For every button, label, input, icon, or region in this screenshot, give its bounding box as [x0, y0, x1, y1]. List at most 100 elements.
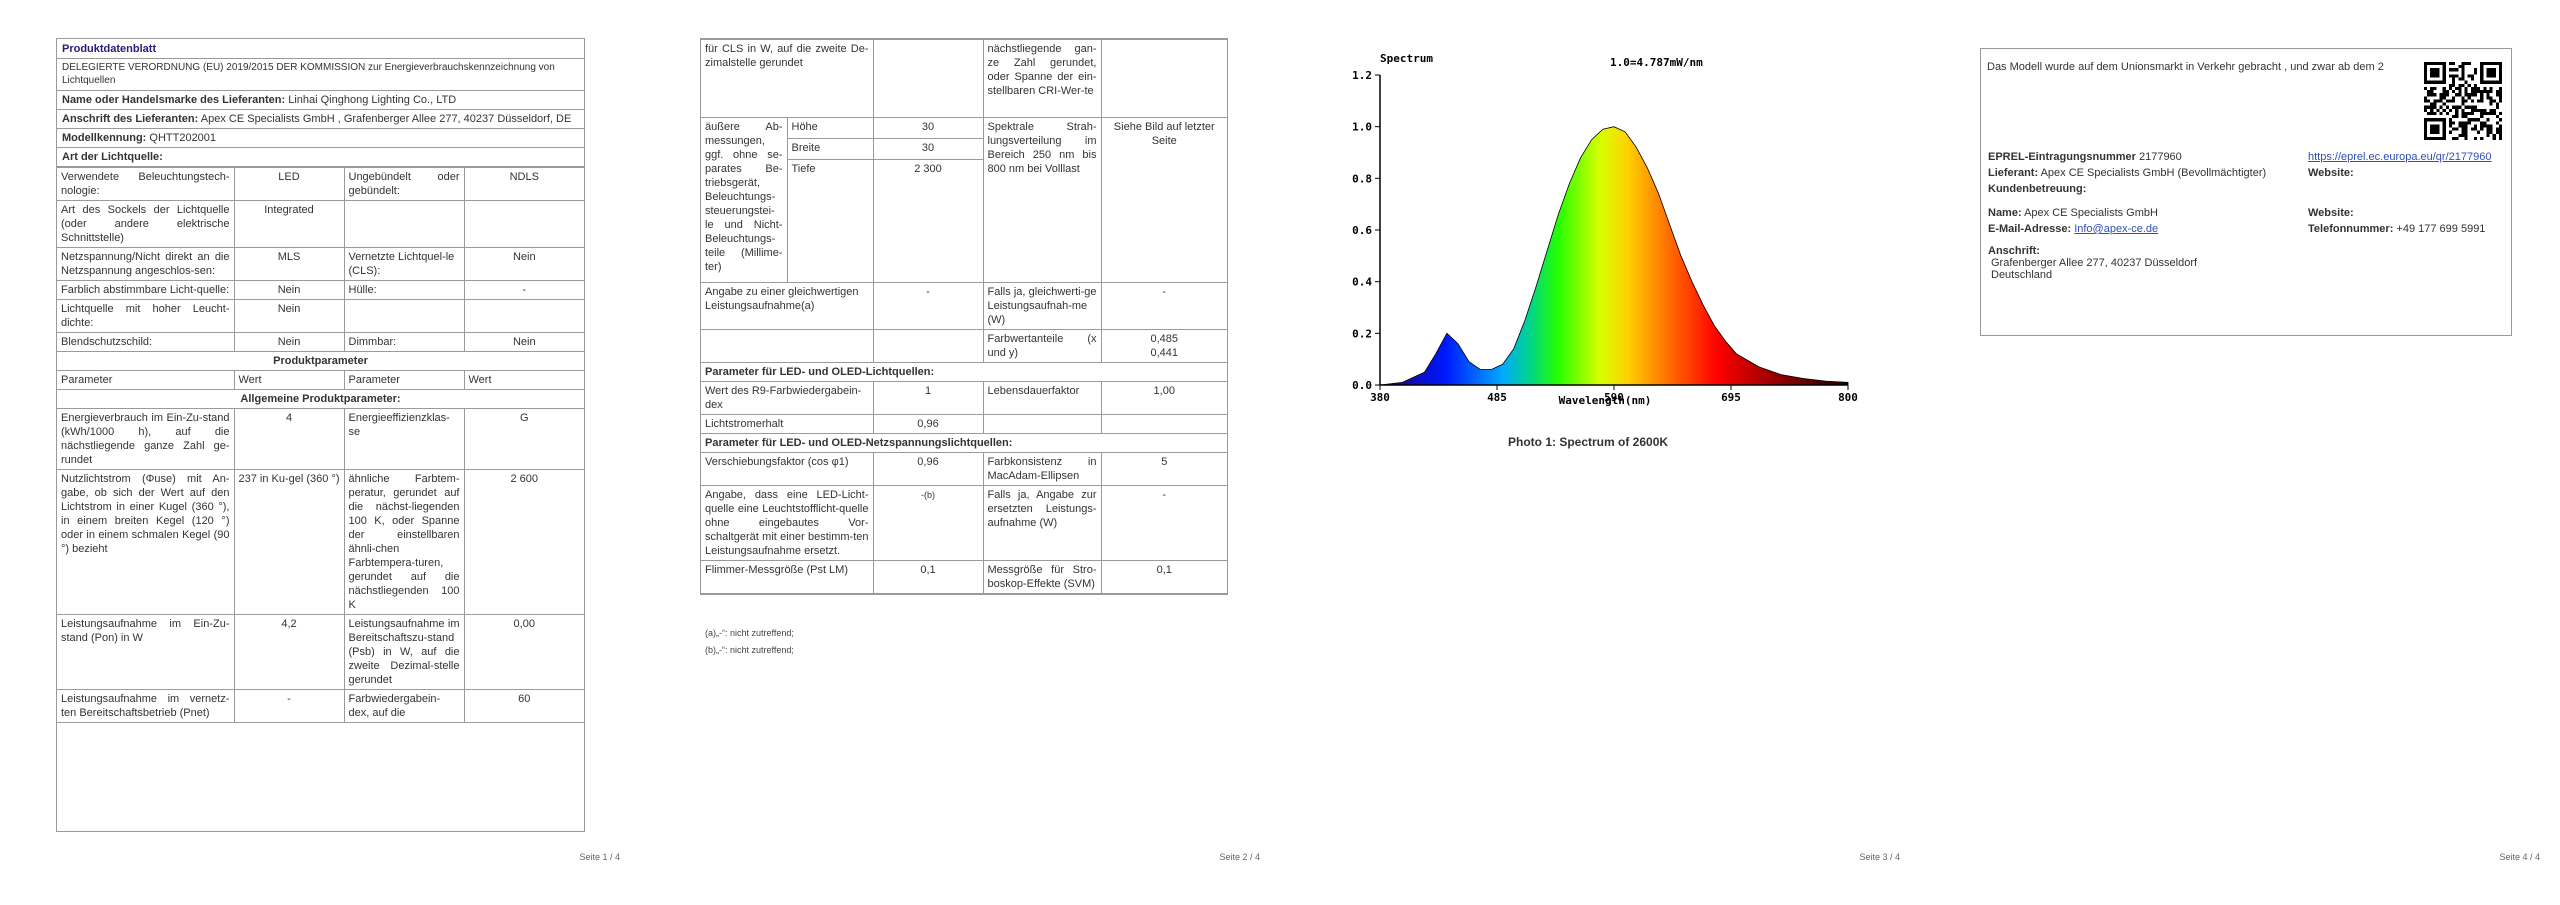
cell-label: Falls ja, gleichwerti-ge Leistungsaufnah…: [982, 282, 1102, 330]
dimension-value: 30: [872, 117, 984, 139]
website-label-2: Website:: [2308, 207, 2354, 219]
x-axis-label: Wavelength(nm): [1559, 394, 1652, 407]
section-header-row: Allgemeine Produktparameter:: [57, 389, 584, 409]
supplier-address: Apex CE Specialists GmbH , Grafenberger …: [200, 113, 572, 125]
table-row: Nutzlichtstrom (Φuse) mit An-gabe, ob si…: [57, 469, 584, 615]
cell-value: 237 in Ku-gel (360 °): [233, 469, 345, 615]
cell-value: Nein: [233, 280, 345, 300]
eprel-number: 2177960: [2138, 151, 2182, 163]
section-header-row: Parameter für LED- und OLED-Lichtquellen…: [701, 362, 1227, 382]
model-id: QHTT202001: [149, 132, 217, 144]
cell-value: 0,96: [872, 414, 984, 434]
x-tick-group: 380 485 590 695 800: [1370, 385, 1858, 404]
cell-value: -: [233, 689, 345, 723]
cell-value: 0,1: [1100, 560, 1227, 594]
led-params-header: Parameter für LED- und OLED-Lichtquellen…: [701, 362, 1227, 382]
spectrum-chart: 0.0 0.2 0.4 0.6 0.8 1.0 1.2 380 485 590 695 800 Sp…: [1352, 52, 1858, 407]
table-row: E-Mail-Adresse: Info@apex-ce.de Telefonnu…: [1983, 221, 2503, 237]
email-link[interactable]: Info@apex-ce.de: [2074, 223, 2159, 235]
general-params-header: Allgemeine Produktparameter:: [57, 389, 584, 409]
table-row: äußere Ab-messungen, ggf. ohne se-parate…: [701, 117, 1227, 283]
x-tick-label: 485: [1487, 391, 1507, 404]
section-header-row: Parameter für LED- und OLED-Netzspannung…: [701, 433, 1227, 453]
cell-label: Farblich abstimmbare Licht-quelle:: [57, 280, 235, 300]
address-line-1: Grafenberger Allee 277, 40237 Düsseldorf: [1991, 257, 2198, 269]
address-label: Anschrift:: [1988, 245, 2040, 257]
spectral-label: Spektrale Strah-lungsverteilung im Berei…: [982, 117, 1102, 283]
table-row: Tiefe 2 300: [701, 159, 1227, 283]
cell-label: für CLS in W, auf die zweite De-zimalste…: [701, 39, 874, 118]
chroma-y: 0,441: [1150, 347, 1179, 359]
chroma-x: 0,485: [1150, 333, 1179, 345]
model-label: Modellkennung:: [62, 132, 147, 144]
dimension-name: Tiefe: [787, 159, 874, 283]
cell-label: Lichtquelle mit hoher Leucht-dichte:: [57, 299, 235, 333]
datasheet-frame-2: für CLS in W, auf die zweite De-zimalste…: [700, 38, 1228, 595]
chart-caption: Photo 1: Spectrum of 2600K: [1508, 435, 1669, 449]
supplier-name-row: Name oder Handelsmarke des Lieferanten: …: [57, 91, 584, 110]
cell-value: G: [463, 408, 584, 470]
cell-value: -: [1100, 485, 1227, 561]
x-tick-label: 695: [1721, 391, 1741, 404]
x-tick-label: 590: [1604, 391, 1624, 404]
model-row: Modellkennung: QHTT202001: [57, 129, 584, 148]
cell-label: Falls ja, Angabe zur ersetzten Leistungs…: [982, 485, 1102, 561]
empty-cell: [701, 329, 874, 363]
table-row: Anschrift: Grafenberger Allee 277, 40237 …: [1983, 237, 2503, 283]
eprel-link[interactable]: https://eprel.ec.europa.eu/qr/2177960: [2308, 151, 2492, 163]
cell-value: -: [872, 282, 984, 330]
spectral-value: Siehe Bild auf letzter Seite: [1100, 117, 1227, 283]
column-header: Parameter: [57, 370, 235, 390]
light-source-table: Verwendete Beleuchtungstech-nologie: LED U…: [57, 167, 584, 723]
y-tick-group: 0.0 0.2 0.4 0.6 0.8 1.0 1.2: [1352, 69, 1380, 392]
supplier-value: Apex CE Specialists GmbH (Bevollmächtigt…: [2040, 167, 2267, 179]
y-tick-label: 1.2: [1352, 69, 1372, 82]
table-row: Flimmer-Messgröße (Pst LM) 0,1 Messgröße f…: [701, 560, 1227, 594]
cell-value: Nein: [463, 332, 584, 352]
supplier-info-table: EPREL-Eintragungsnummer 2177960 https://e…: [1983, 149, 2503, 283]
cell-label: Lebensdauerfaktor: [982, 381, 1102, 415]
dimension-name: Breite: [787, 138, 874, 160]
product-params-header: Produktparameter: [57, 351, 584, 371]
table-row: Angabe, dass eine LED-Licht-quelle eine …: [701, 485, 1227, 561]
light-source-type-label: Art der Lichtquelle:: [57, 148, 584, 167]
cell-label: Farbwiedergabein-dex, auf die: [343, 689, 465, 723]
page-1: Produktdatenblatt DELEGIERTE VERORDNUNG …: [0, 0, 640, 905]
cell-value: [872, 39, 984, 118]
x-tick-label: 800: [1838, 391, 1858, 404]
y-tick-label: 0.4: [1352, 276, 1372, 289]
cell-value: [463, 299, 584, 333]
cell-label: Leistungsaufnahme im Ein-Zu-stand (Pon) …: [57, 614, 235, 690]
cell-value: -(b): [872, 485, 984, 561]
empty-cell: [872, 329, 984, 363]
cell-label: Verschiebungsfaktor (cos φ1): [701, 452, 874, 486]
cell-label: Farbkonsistenz in MacAdam-Ellipsen: [982, 452, 1102, 486]
table-row: Lieferant: Apex CE Specialists GmbH (Bev…: [1983, 165, 2503, 181]
table-row: EPREL-Eintragungsnummer 2177960 https://e…: [1983, 149, 2503, 165]
parameters-table-2: für CLS in W, auf die zweite De-zimalste…: [701, 39, 1227, 594]
cell-label: Angabe, dass eine LED-Licht-quelle eine …: [701, 485, 874, 561]
dimension-value: 30: [872, 138, 983, 160]
cell-label: Energieeffizienzklas-se: [343, 408, 465, 470]
y-tick-label: 0.8: [1352, 172, 1372, 185]
cell-label: Messgröße für Stro-boskop-Effekte (SVM): [982, 560, 1102, 594]
cell-label: Leistungsaufnahme im Bereitschaftszu-sta…: [343, 614, 465, 690]
table-row: Energieverbrauch im Ein-Zu-stand (kWh/10…: [57, 408, 584, 470]
cell-value: Nein: [463, 247, 584, 281]
cell-value: -: [463, 280, 584, 300]
eprel-info-frame: Das Modell wurde auf dem Unionsmarkt in …: [1980, 48, 2512, 336]
email-label: E-Mail-Adresse:: [1988, 223, 2072, 235]
cell-label: Verwendete Beleuchtungstech-nologie:: [57, 167, 235, 201]
cell-label: Art des Sockels der Lichtquelle (oder an…: [57, 200, 235, 248]
cell-value: MLS: [233, 247, 345, 281]
address-line-2: Deutschland: [1991, 269, 2053, 281]
cell-value: 0,00: [463, 614, 584, 690]
y-tick-label: 1.0: [1352, 121, 1372, 134]
dimensions-label: äußere Ab-messungen, ggf. ohne se-parate…: [701, 117, 788, 283]
cell-value: 60: [463, 689, 584, 723]
cell-label: Angabe zu einer gleichwertigen Leistungs…: [701, 282, 874, 330]
name-value: Apex CE Specialists GmbH: [2024, 207, 2158, 219]
page-4: Das Modell wurde auf dem Unionsmarkt in …: [1920, 0, 2560, 905]
cell-label: [982, 414, 1102, 434]
supplier-address-label: Anschrift des Lieferanten:: [62, 113, 199, 125]
